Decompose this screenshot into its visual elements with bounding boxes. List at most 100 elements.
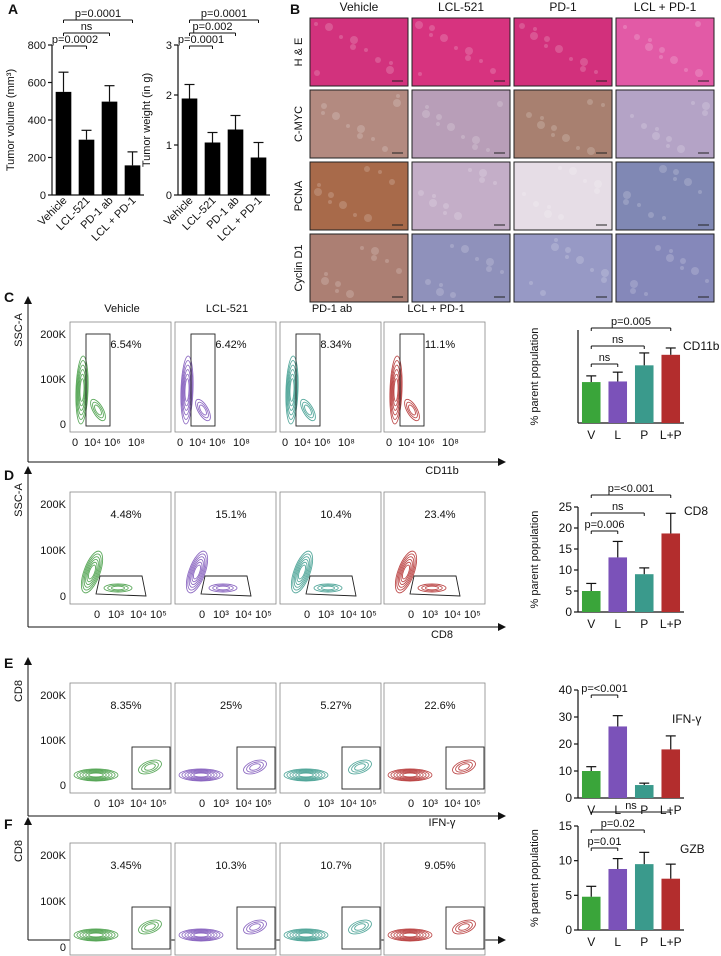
tissue-texture [357,125,365,133]
flow-x-tick-label: 10⁴ [235,798,252,810]
significance-label: p=0.02 [601,818,635,830]
flow-row-gzb: CD8GZB200K100K03.45%010³10⁴10⁵10.3%010³1… [13,817,506,956]
tissue-texture [705,279,709,283]
bar-p [634,864,654,930]
tissue-texture [630,288,636,294]
contour-line [285,355,299,425]
contour-line [421,584,443,592]
contour-line [399,771,421,779]
tissue-texture [486,258,494,266]
significance-label: p=0.005 [611,316,651,328]
tissue-texture [436,288,444,296]
significance-label: ns [612,334,624,346]
y-tick-label: 400 [28,115,46,127]
tissue-texture [594,70,598,74]
significance-label: p=0.0001 [75,8,121,20]
contour-line [82,770,110,780]
bar-l [608,726,628,798]
significance-label: ns [612,501,624,513]
tissue-texture [691,101,695,105]
gate-box [399,333,425,427]
tissue-texture [440,34,448,42]
y-axis-label: Tumor weight (in g) [141,73,153,167]
significance-label: p=<0.001 [608,483,655,495]
contour-line [387,768,433,782]
x-axis-arrow [498,458,506,466]
tissue-texture [551,125,557,131]
contour-line [75,355,89,425]
flow-x-tick-label: 10⁸ [338,437,355,449]
tissue-texture [630,114,634,118]
tissue-texture [684,178,692,186]
contour-line [400,561,412,583]
contour-line [295,931,317,939]
contour-line [348,759,372,775]
significance-label: p=<0.001 [581,683,628,695]
histology-tile [309,17,409,87]
contour-line [85,559,99,585]
contour-line [387,928,433,942]
histology-tile [513,89,613,159]
contour-line [402,564,410,580]
tissue-texture [655,127,659,131]
histology-column-label: LCL + PD-1 [634,0,697,14]
tissue-texture [673,177,677,181]
flow-x-tick-label: 0 [304,798,310,810]
tissue-texture [335,281,341,287]
flow-x-tick-label: 0 [304,609,310,621]
tissue-texture [551,243,559,251]
tissue-texture [522,192,526,196]
tissue-texture [364,214,372,222]
tissue-texture [666,144,670,148]
tissue-texture [371,137,375,141]
flow-x-tick-label: 10³ [422,798,438,810]
tissue-texture [669,249,673,253]
flow-plot: 23.4% 0 10³ 10⁴ 10⁵ [383,491,486,621]
x-tick-label: L [614,617,621,631]
tissue-texture [328,192,334,198]
y-axis-arrow [24,296,32,304]
contour-line [393,930,427,940]
contour-line [188,556,206,588]
gate-box [341,906,381,950]
tissue-texture [652,132,660,140]
tissue-texture [529,281,533,285]
contour-line [404,398,420,422]
flow-plot-frame [174,682,277,794]
contour-line [289,378,295,402]
histology-tile [513,17,613,87]
contour-line [354,923,366,931]
contour-line [76,360,88,420]
flow-plot: 25% 0 10³ 10⁴ 10⁵ [174,682,277,810]
contour-line [195,398,211,422]
chart-title: CD11b [683,339,720,353]
contour-line [295,771,317,779]
contour-line [88,564,96,580]
contour-line [396,770,424,780]
chart-title: CD8 [684,504,708,518]
gate-percentage: 9.05% [424,860,455,872]
flow-plot: 4.48% 0 10³ 10⁴ 10⁵ [69,491,172,621]
flow-y-tick-label: 200K [40,850,66,862]
tissue-texture [555,45,563,53]
gate-percentage: 3.45% [110,860,141,872]
contour-line [181,929,221,941]
flow-x-tick-label: 10⁵ [150,798,167,810]
tissue-texture [415,21,423,29]
x-tick-label: L [614,803,621,817]
tissue-texture [385,259,389,263]
bar-v [581,382,601,423]
contour-line [399,931,421,939]
flow-y-label: CD8 [13,680,25,702]
contour-line [190,559,204,585]
contour-line [249,763,261,771]
histology-tile [411,233,511,303]
histology-row-label: Cyclin D1 [293,244,305,291]
bar-l [608,381,628,423]
significance-label: p=0.0002 [52,34,98,46]
tissue-texture [461,245,469,253]
gate-percentage: 6.54% [110,339,141,351]
tissue-texture [429,199,437,207]
flow-x-tick-label: 10³ [213,609,229,621]
histology-tile [513,233,613,303]
